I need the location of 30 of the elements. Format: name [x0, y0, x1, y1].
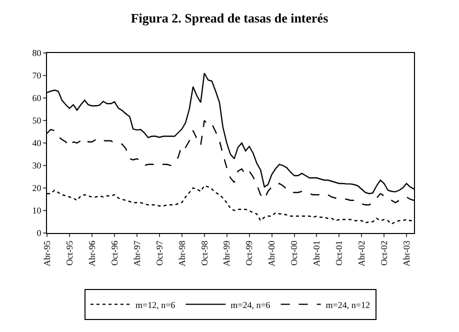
y-tick-label: 60: [32, 93, 42, 104]
x-tick-label: Abr-03: [401, 240, 412, 266]
y-tick-label: 80: [32, 48, 42, 58]
x-tick-label: Oct-96: [109, 240, 120, 266]
legend-label: m=24, n=6: [230, 300, 271, 310]
chart-title: Figura 2. Spread de tasas de interés: [130, 10, 328, 26]
y-tick-label: 10: [32, 206, 42, 216]
y-tick-label: 0: [36, 228, 42, 238]
x-tick-label: Oct-00: [289, 240, 300, 266]
x-tick-label: Oct-97: [154, 240, 164, 266]
x-tick-label: Abr-95: [42, 240, 52, 266]
y-tick-label: 40: [32, 138, 42, 148]
x-tick-label: Oct-98: [199, 240, 210, 266]
x-tick-label: Oct-01: [334, 240, 344, 266]
y-tick-label: 50: [32, 116, 42, 126]
x-tick-label: Abr-96: [86, 240, 97, 266]
x-tick-label: Abr-00: [266, 240, 277, 266]
x-tick-label: Oct-02: [379, 240, 390, 266]
x-tick-label: Abr-98: [176, 240, 187, 266]
legend-label: m=24, n=12: [326, 300, 370, 310]
x-tick-label: Abr-99: [222, 240, 232, 266]
x-tick-label: Oct-95: [64, 240, 74, 266]
x-tick-label: Abr-01: [312, 240, 322, 266]
legend-label: m=12, n=6: [136, 300, 176, 310]
y-tick-label: 30: [32, 160, 42, 171]
y-tick-label: 20: [32, 183, 42, 194]
x-tick-label: Abr-97: [132, 240, 142, 266]
x-tick-label: Abr-02: [356, 240, 367, 266]
y-tick-label: 70: [32, 70, 42, 81]
x-tick-label: Oct-99: [244, 240, 254, 266]
